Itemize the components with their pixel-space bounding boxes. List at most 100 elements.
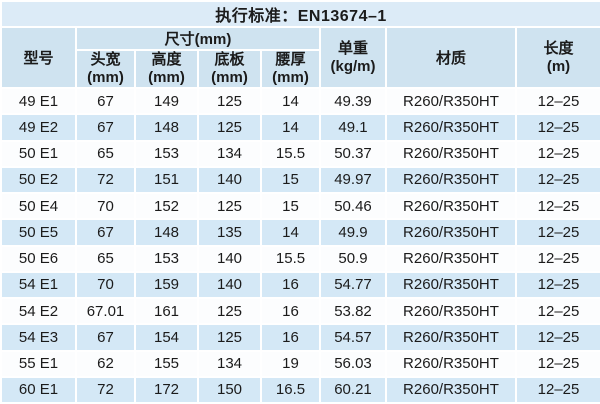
cell-base: 125 [197,323,262,352]
col-header-web-unit: (mm) [272,69,309,86]
cell-height: 153 [134,244,199,273]
cell-weight: 49.39 [319,86,387,116]
table-row: 50 E6 65 153 140 15.5 50.9 R260/R350HT 12–25 [0,244,600,273]
cell-material: R260/R350HT [385,323,517,352]
cell-base: 140 [197,244,262,273]
cell-head-width: 65 [75,244,136,273]
cell-web: 14 [260,113,321,142]
cell-web: 15 [260,165,321,195]
cell-weight: 54.77 [319,270,387,300]
col-header-base: 底板 (mm) [197,49,262,89]
col-header-base-unit: (mm) [211,69,248,86]
cell-model: 49 E1 [0,86,77,116]
cell-height: 152 [134,191,199,221]
cell-length: 12–25 [514,323,600,352]
cell-model: 50 E2 [0,165,77,195]
cell-length: 12–25 [514,139,600,168]
cell-material: R260/R350HT [385,349,517,378]
cell-length: 12–25 [514,191,600,221]
cell-length: 12–25 [514,165,600,195]
cell-material: R260/R350HT [385,165,517,195]
col-header-base-label: 底板 [214,51,245,68]
cell-length: 12–25 [514,218,600,247]
col-header-weight-unit: (kg/m) [330,57,376,75]
cell-web: 16 [260,296,321,326]
cell-weight: 56.03 [319,349,387,378]
cell-head-width: 72 [75,165,136,195]
cell-weight: 54.57 [319,323,387,352]
cell-length: 12–25 [514,375,600,404]
cell-base: 125 [197,113,262,142]
table-header: 执行标准：EN13674–1 型号 尺寸(mm) 单重 (kg/m) 材质 长度… [0,0,600,89]
cell-model: 50 E1 [0,139,77,168]
cell-head-width: 67 [75,218,136,247]
cell-base: 135 [197,218,262,247]
cell-weight: 50.46 [319,191,387,221]
cell-height: 149 [134,86,199,116]
cell-weight: 50.37 [319,139,387,168]
cell-height: 155 [134,349,199,378]
cell-web: 16.5 [260,375,321,404]
col-header-head-width-unit: (mm) [87,69,124,86]
cell-head-width: 65 [75,139,136,168]
col-header-height-label: 高度 [151,51,182,68]
cell-web: 15.5 [260,139,321,168]
cell-web: 14 [260,218,321,247]
table-row: 54 E1 70 159 140 16 54.77 R260/R350HT 12–25 [0,270,600,300]
table-row: 60 E1 72 172 150 16.5 60.21 R260/R350HT 12–25 [0,375,600,404]
col-header-weight: 单重 (kg/m) [319,26,387,89]
cell-height: 154 [134,323,199,352]
cell-web: 14 [260,86,321,116]
cell-base: 125 [197,191,262,221]
cell-head-width: 67 [75,113,136,142]
cell-material: R260/R350HT [385,296,517,326]
cell-material: R260/R350HT [385,244,517,273]
cell-base: 140 [197,270,262,300]
cell-material: R260/R350HT [385,86,517,116]
cell-head-width: 62 [75,349,136,378]
col-header-height-unit: (mm) [148,69,185,86]
header-row-1: 型号 尺寸(mm) 单重 (kg/m) 材质 长度 (m) [0,26,600,89]
cell-web: 15.5 [260,244,321,273]
table-row: 50 E4 70 152 125 15 50.46 R260/R350HT 12–25 [0,191,600,221]
table-row: 54 E2 67.01 161 125 16 53.82 R260/R350HT 12–25 [0,296,600,326]
cell-head-width: 70 [75,270,136,300]
cell-head-width: 67 [75,86,136,116]
standard-title: 执行标准：EN13674–1 [0,0,600,28]
table-row: 50 E2 72 151 140 15 49.97 R260/R350HT 12–25 [0,165,600,195]
cell-weight: 60.21 [319,375,387,404]
col-header-head-width: 头宽 (mm) [75,49,136,89]
col-header-weight-label: 单重 [337,39,368,57]
cell-head-width: 67.01 [75,296,136,326]
cell-length: 12–25 [514,349,600,378]
table-body: 49 E1 67 149 125 14 49.39 R260/R350HT 12–25 49 E… [0,86,600,404]
cell-weight: 50.9 [319,244,387,273]
cell-web: 15 [260,191,321,221]
table-row: 50 E1 65 153 134 15.5 50.37 R260/R350HT 12–25 [0,139,600,168]
cell-weight: 49.9 [319,218,387,247]
cell-height: 172 [134,375,199,404]
title-row: 执行标准：EN13674–1 [0,0,600,28]
table-row: 49 E1 67 149 125 14 49.39 R260/R350HT 12–25 [0,86,600,116]
cell-length: 12–25 [514,296,600,326]
cell-weight: 49.1 [319,113,387,142]
cell-base: 125 [197,296,262,326]
header-row-2: 头宽 (mm) 高度 (mm) 底板 (mm) 腰厚 (mm) [1,49,600,89]
col-header-material: 材质 [385,26,517,89]
col-header-web-label: 腰厚 [275,51,306,68]
cell-web: 16 [260,270,321,300]
cell-head-width: 70 [75,191,136,221]
cell-height: 148 [134,113,199,142]
table-row: 50 E5 67 148 135 14 49.9 R260/R350HT 12–25 [0,218,600,247]
cell-model: 50 E4 [0,191,77,221]
cell-model: 50 E5 [0,218,77,247]
col-header-size-group: 尺寸(mm) [75,26,321,51]
cell-base: 134 [197,349,262,378]
cell-web: 19 [260,349,321,378]
cell-height: 151 [134,165,199,195]
cell-weight: 53.82 [319,296,387,326]
cell-model: 54 E2 [0,296,77,326]
cell-head-width: 72 [75,375,136,404]
